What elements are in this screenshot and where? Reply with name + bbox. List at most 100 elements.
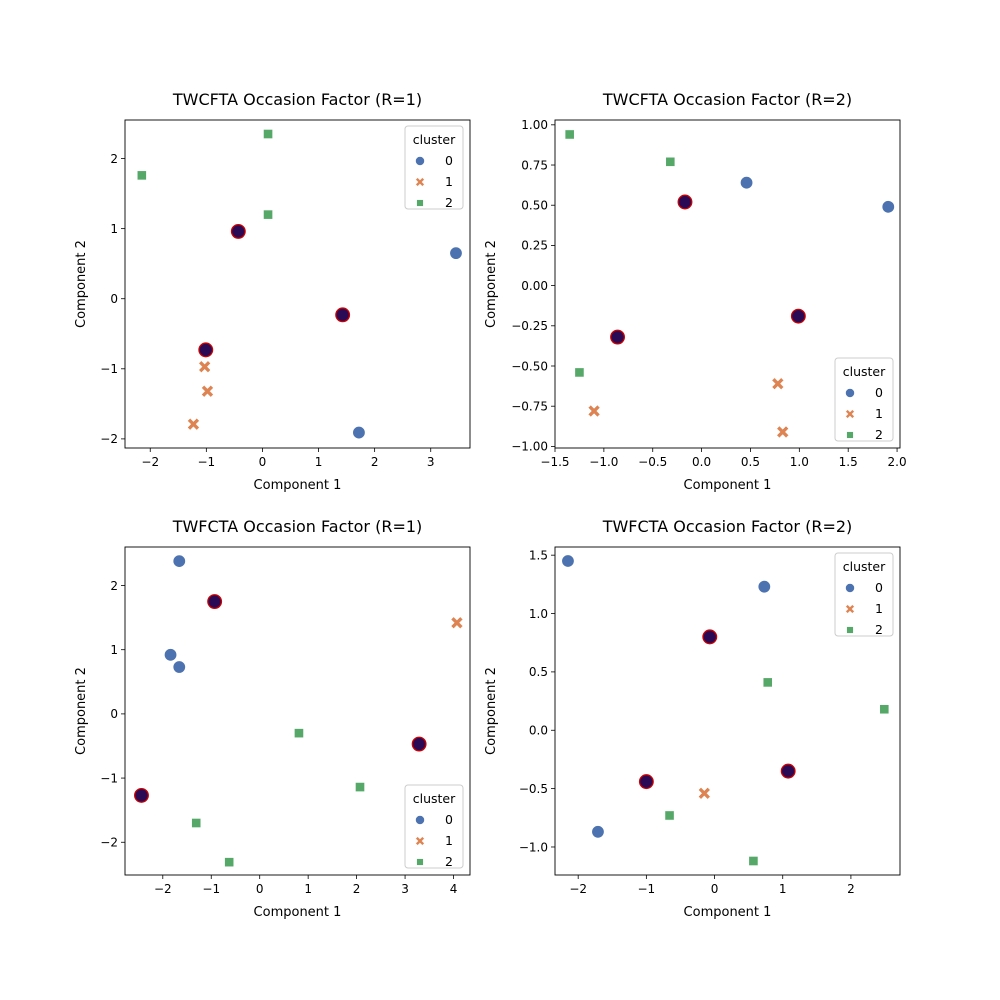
legend-box	[404, 784, 464, 869]
legend-entry: 1	[445, 174, 453, 189]
highlighted-point	[411, 736, 427, 752]
data-point-cluster-0	[352, 425, 366, 440]
x-tick-label: −0.5	[638, 455, 667, 469]
legend-marker-1	[845, 409, 855, 419]
highlighted-point	[335, 307, 351, 323]
data-point-cluster-1	[187, 417, 200, 431]
plot-frame	[124, 546, 471, 876]
x-tick-label: −2	[154, 882, 172, 896]
y-tick-label: 0.50	[521, 199, 548, 213]
highlighted-point	[134, 787, 149, 803]
data-point-cluster-2	[191, 818, 202, 828]
y-tick-label: 0.00	[521, 279, 548, 293]
data-point-cluster-2	[263, 129, 273, 139]
data-point-cluster-0	[163, 648, 178, 662]
subplot-title: TWCFTA Occasion Factor (R=1)	[172, 90, 422, 109]
legend: cluster 0 1 2	[404, 125, 464, 210]
y-tick-label: 2	[110, 579, 118, 593]
y-tick-label: −0.50	[511, 359, 548, 373]
y-tick-label: 1	[110, 222, 118, 236]
y-tick-label: 0	[110, 707, 118, 721]
legend-entry: 2	[875, 427, 883, 442]
data-point-cluster-2	[664, 810, 675, 821]
y-axis-label: Component 2	[74, 667, 89, 755]
x-tick-label: −1	[197, 455, 215, 469]
x-tick-label: 1.5	[839, 455, 858, 469]
data-point-cluster-1	[587, 404, 601, 418]
data-point-cluster-0	[449, 246, 463, 260]
data-point-cluster-0	[172, 554, 186, 568]
legend: cluster 0 1 2	[834, 552, 894, 637]
x-tick-label: 0	[256, 882, 264, 896]
legend-marker-1	[845, 604, 855, 614]
highlighted-point	[702, 629, 718, 645]
highlighted-point	[207, 594, 223, 610]
data-point-cluster-0	[561, 554, 575, 568]
x-axis-label: Component 1	[684, 905, 772, 920]
legend-entry: 0	[445, 153, 453, 168]
legend-entry: 1	[445, 833, 453, 848]
legend-marker	[846, 626, 854, 634]
data-point-cluster-0	[739, 176, 754, 190]
legend-marker-1	[415, 177, 425, 187]
y-tick-label: 2	[110, 152, 118, 166]
x-tick-label: 2	[847, 882, 855, 896]
legend-marker	[415, 815, 425, 825]
x-tick-label: 2	[353, 882, 361, 896]
x-axis-label: Component 1	[254, 905, 342, 920]
x-tick-label: 0	[711, 882, 719, 896]
y-tick-label: 0.0	[529, 724, 548, 738]
x-tick-label: −1	[202, 882, 220, 896]
highlighted-point	[198, 342, 214, 358]
plot-frame	[124, 119, 471, 449]
x-tick-label: 0.5	[741, 455, 760, 469]
y-axis-label: Component 2	[484, 240, 499, 328]
subplot-1: TWCFTA Occasion Factor (R=1) −2 −1 0 1 2 3 −2 −1…	[74, 90, 471, 493]
legend-entry: 0	[445, 812, 453, 827]
highlighted-point	[677, 194, 693, 210]
highlighted-point	[780, 763, 796, 779]
legend-marker-0	[415, 156, 425, 166]
x-tick-label: 1	[304, 882, 312, 896]
data-point-cluster-1	[450, 616, 464, 629]
data-point-cluster-0	[172, 660, 186, 674]
highlighted-point	[638, 774, 654, 790]
y-tick-label: 1	[110, 643, 118, 657]
legend-marker	[416, 199, 424, 207]
data-point-cluster-1	[201, 384, 214, 398]
highlighted-point	[230, 223, 246, 239]
x-tick-label: −1.0	[589, 455, 618, 469]
legend-box	[404, 125, 464, 210]
subplot-title: TWFCTA Occasion Factor (R=2)	[602, 517, 853, 536]
data-point-cluster-2	[879, 704, 890, 715]
data-point-cluster-1	[776, 425, 789, 439]
y-tick-label: −1	[100, 771, 118, 785]
legend-marker	[415, 177, 425, 187]
legend-marker	[845, 409, 855, 419]
x-tick-label: 2.0	[888, 455, 907, 469]
legend-entry: 1	[875, 601, 883, 616]
legend-entry: 0	[875, 580, 883, 595]
data-point-cluster-1	[698, 787, 711, 800]
legend: cluster 0 1 2	[404, 784, 464, 869]
data-point-cluster-2	[748, 856, 759, 866]
legend-marker	[416, 858, 424, 866]
data-point-cluster-2	[665, 156, 676, 167]
data-point-cluster-2	[136, 170, 147, 181]
x-tick-label: 0.0	[692, 455, 711, 469]
legend-marker	[845, 388, 855, 398]
y-tick-label: 0.75	[521, 158, 548, 172]
legend-marker-2	[416, 199, 424, 207]
legend-marker	[845, 583, 855, 593]
legend-title: cluster	[413, 791, 456, 806]
legend-entry: 2	[445, 854, 453, 869]
legend-marker-2	[846, 626, 854, 634]
legend-marker-0	[415, 815, 425, 825]
x-tick-label: −1	[638, 882, 656, 896]
legend-marker-0	[845, 583, 855, 593]
data-point-cluster-2	[574, 367, 585, 378]
data-point-cluster-2	[224, 857, 235, 868]
y-tick-label: 0.5	[529, 665, 548, 679]
highlighted-point	[790, 308, 806, 324]
